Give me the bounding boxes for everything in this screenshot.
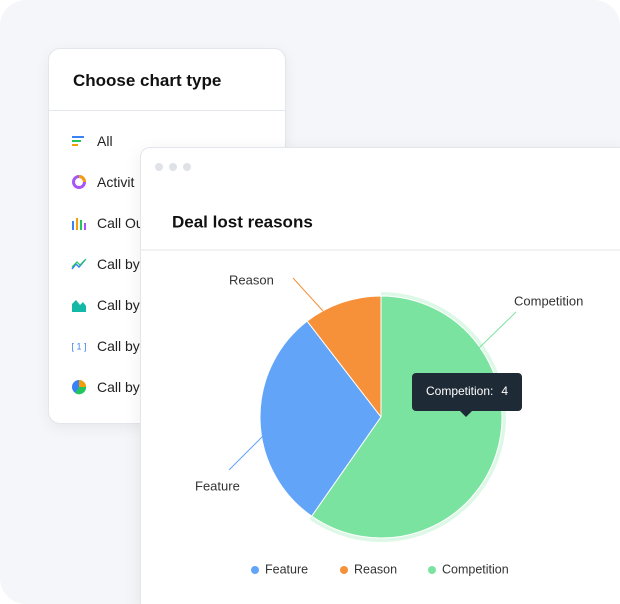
tooltip-value: 4 <box>501 384 508 398</box>
legend-swatch <box>428 566 436 574</box>
pie-slice <box>259 320 382 517</box>
legend-label: Competition <box>442 562 509 576</box>
svg-text:[ 1 ]: [ 1 ] <box>71 341 86 351</box>
menu-item: All <box>71 131 113 151</box>
menu-item-label: Call by <box>97 256 140 272</box>
menu-item-label: Call by <box>97 338 140 354</box>
pie-slice <box>306 295 382 419</box>
tooltip-category: Competition <box>426 384 490 398</box>
legend-label: Reason <box>354 562 397 576</box>
menu-item: Call by <box>71 254 140 274</box>
chart: Deal lost reasons Feature Reason Competiti… <box>141 163 620 576</box>
icon <box>72 136 84 146</box>
legend-swatch <box>251 566 259 574</box>
chart-window: Deal lost reasons Feature Reason Competiti… <box>140 147 620 604</box>
icon <box>71 258 87 270</box>
leader-line <box>478 311 517 349</box>
leader-line <box>228 435 264 471</box>
icon <box>72 300 86 312</box>
chart-title: Deal lost reasons <box>172 212 313 231</box>
legend-label: Feature <box>265 562 308 576</box>
tooltip: Competition: 4 <box>412 373 522 417</box>
menu-item: Activit <box>71 172 134 192</box>
menu-title: Choose chart type <box>73 71 222 90</box>
icon <box>72 380 87 395</box>
pie-slice <box>311 295 503 539</box>
icon <box>72 175 86 189</box>
leader-line <box>292 277 324 312</box>
legend-swatch <box>340 566 348 574</box>
menu-item: Call by <box>71 377 140 397</box>
window-dot <box>155 163 163 171</box>
tooltip-colon: : <box>490 384 493 398</box>
menu-item: [ 1 ] Call by <box>71 336 140 356</box>
menu-item-label: Call by <box>97 379 140 395</box>
menu-item-label: Call by <box>97 297 140 313</box>
separator <box>49 110 285 111</box>
menu-item: Call Ou <box>71 213 144 233</box>
slice-label: Competition <box>514 293 583 308</box>
tooltip-text: Competition: 4 <box>426 384 508 398</box>
slice-label: Feature <box>195 478 240 493</box>
window-dot <box>183 163 191 171</box>
menu-item-label: Activit <box>97 174 135 190</box>
slice-label: Reason <box>229 272 274 287</box>
tooltip-box <box>412 373 522 411</box>
menu-item-label: Call Ou <box>97 215 144 231</box>
menu-item: Call by <box>71 295 140 315</box>
icon <box>72 218 86 230</box>
window-dot <box>169 163 177 171</box>
icon: [ 1 ] <box>71 341 86 351</box>
tooltip-arrow <box>460 411 472 417</box>
menu-item-label: All <box>97 133 113 149</box>
